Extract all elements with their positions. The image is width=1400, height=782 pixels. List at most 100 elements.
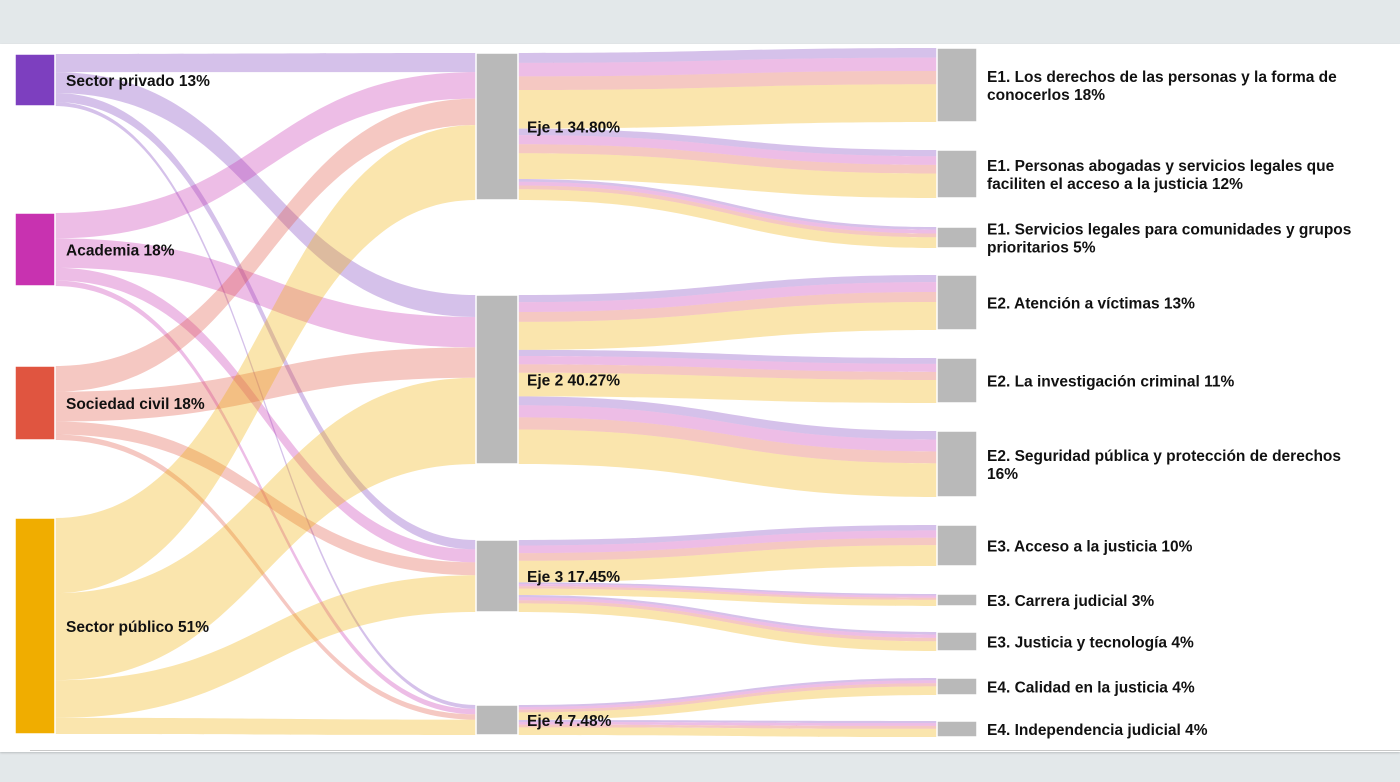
link-academia-eje1 (55, 72, 476, 239)
link-eje4-e4b-academia (518, 721, 937, 726)
link-eje2-e2c-sector_publico (518, 429, 937, 497)
node-eje1 (475, 52, 519, 201)
link-eje2-e2b-sector_privado (518, 349, 937, 364)
label-sector_publico: Sector público 51% (66, 619, 209, 636)
label-sector_privado: Sector privado 13% (66, 73, 210, 90)
link-eje1-e1b-sector_privado (518, 128, 937, 157)
link-eje1-e1b-academia (518, 135, 937, 165)
link-sector_privado-eje4 (55, 102, 476, 709)
link-eje3-e3a-sector_privado (518, 525, 937, 546)
node-academia (14, 212, 56, 287)
node-e2c (936, 430, 978, 498)
node-e3a (936, 524, 978, 567)
node-e4a (936, 677, 978, 696)
label-e1c: E1. Servicios legales para comunidades y… (987, 222, 1351, 257)
link-eje3-e3c-sector_publico (518, 603, 937, 651)
link-eje2-e2a-sociedad_civil (518, 292, 937, 322)
link-eje2-e2c-sociedad_civil (518, 417, 937, 464)
link-eje1-e1a-sector_privado (518, 48, 937, 63)
chart-panel (0, 44, 1400, 752)
link-eje2-e2a-sector_privado (518, 275, 937, 303)
link-eje1-e1b-sector_publico (518, 153, 937, 198)
node-eje4 (475, 704, 519, 736)
link-sector_publico-eje3 (55, 575, 476, 718)
node-e1b (936, 149, 978, 199)
node-e1c (936, 226, 978, 249)
link-eje3-e3b-sector_privado (518, 582, 937, 596)
link-sector_privado-eje3 (55, 93, 476, 550)
node-e4b (936, 720, 978, 738)
link-sector_publico-eje1 (55, 125, 476, 594)
link-eje2-e2b-sector_publico (518, 372, 937, 403)
sankey-nodes (14, 47, 978, 738)
label-eje1: Eje 1 34.80% (527, 120, 620, 137)
label-e4a: E4. Calidad en la justicia 4% (987, 680, 1195, 697)
link-eje3-e3a-sociedad_civil (518, 537, 937, 561)
link-eje3-e3c-sector_privado (518, 595, 937, 635)
link-eje4-e4b-sociedad_civil (518, 724, 937, 729)
link-sociedad_civil-eje3 (55, 421, 476, 576)
label-e2c: E2. Seguridad pública y protección de de… (987, 448, 1341, 483)
link-sociedad_civil-eje4 (55, 434, 476, 720)
link-eje1-e1a-sociedad_civil (518, 70, 937, 91)
link-eje4-e4a-sociedad_civil (518, 683, 937, 713)
node-eje3 (475, 539, 519, 613)
link-eje3-e3c-sociedad_civil (518, 600, 937, 642)
link-eje3-e3b-sociedad_civil (518, 586, 937, 600)
link-eje2-e2a-academia (518, 282, 937, 313)
label-e3a: E3. Acceso a la justicia 10% (987, 539, 1193, 556)
link-sector_privado-eje2 (55, 72, 476, 317)
label-eje3: Eje 3 17.45% (527, 569, 620, 586)
label-eje2: Eje 2 40.27% (527, 373, 620, 390)
node-sector_privado (14, 53, 56, 107)
link-academia-eje4 (55, 280, 476, 715)
link-sociedad_civil-eje1 (55, 98, 476, 392)
node-e2a (936, 274, 978, 331)
label-e1a: E1. Los derechos de las personas y la fo… (987, 69, 1337, 104)
link-academia-eje2 (55, 238, 476, 348)
link-eje1-e1a-sector_publico (518, 84, 937, 129)
label-e2b: E2. La investigación criminal 11% (987, 374, 1234, 391)
link-eje1-e1b-sociedad_civil (518, 144, 937, 174)
link-sector_publico-eje4 (55, 717, 476, 735)
link-eje1-e1c-sector_publico (518, 189, 937, 248)
label-eje4: Eje 4 7.48% (527, 713, 612, 730)
node-sociedad_civil (14, 365, 56, 441)
label-e3c: E3. Justicia y tecnología 4% (987, 635, 1194, 652)
link-eje2-e2b-academia (518, 355, 937, 372)
sankey-links (55, 48, 937, 737)
link-eje3-e3a-academia (518, 530, 937, 554)
link-sector_publico-eje2 (55, 377, 476, 681)
node-sector_publico (14, 517, 56, 735)
label-sociedad_civil: Sociedad civil 18% (66, 396, 205, 413)
link-sector_privado-eje1 (55, 53, 476, 73)
label-e1b: E1. Personas abogadas y servicios legale… (987, 158, 1335, 193)
label-e3b: E3. Carrera judicial 3% (987, 593, 1154, 610)
node-e3b (936, 593, 978, 607)
link-eje2-e2a-sector_publico (518, 301, 937, 350)
label-e2a: E2. Atención a víctimas 13% (987, 296, 1195, 313)
sankey-labels: Sector privado 13% Academia 18% Sociedad c… (66, 69, 1351, 739)
link-eje2-e2b-sociedad_civil (518, 364, 937, 381)
node-e2b (936, 357, 978, 404)
link-eje3-e3b-academia (518, 584, 937, 598)
chart-frame-line (30, 750, 1400, 751)
node-eje2 (475, 294, 519, 465)
link-eje1-e1c-sociedad_civil (518, 185, 937, 238)
link-eje4-e4a-sector_publico (518, 686, 937, 720)
link-eje3-e3a-sector_publico (518, 545, 937, 583)
label-academia: Academia 18% (66, 243, 175, 260)
link-eje4-e4a-sector_privado (518, 678, 937, 707)
link-eje4-e4b-sector_privado (518, 720, 937, 724)
link-sociedad_civil-eje2 (55, 347, 476, 422)
link-eje1-e1c-academia (518, 181, 937, 234)
link-eje2-e2c-sector_privado (518, 396, 937, 440)
node-e1a (936, 47, 978, 123)
link-eje4-e4b-sector_publico (518, 727, 937, 737)
link-eje3-e3c-academia (518, 597, 937, 638)
link-eje1-e1c-sector_privado (518, 179, 937, 230)
link-eje2-e2c-academia (518, 405, 937, 452)
link-eje4-e4a-academia (518, 680, 937, 710)
link-eje1-e1a-academia (518, 57, 937, 77)
